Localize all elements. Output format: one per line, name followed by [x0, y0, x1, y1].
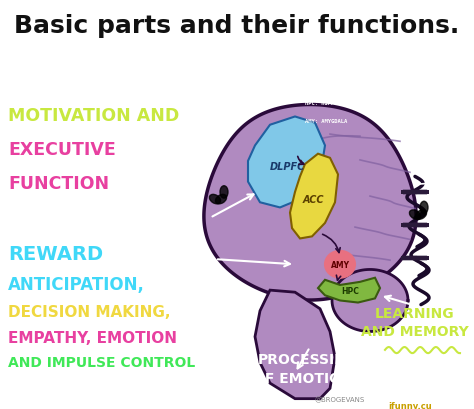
Text: EXECUTIVE: EXECUTIVE	[8, 141, 116, 159]
PathPatch shape	[248, 117, 325, 208]
PathPatch shape	[290, 154, 338, 239]
Ellipse shape	[325, 251, 355, 278]
Text: REWARD: REWARD	[8, 244, 103, 263]
Text: ACC: ACC	[302, 195, 324, 204]
Text: Basic parts and their functions.: Basic parts and their functions.	[14, 14, 460, 38]
Text: LEARNING
AND MEMORY: LEARNING AND MEMORY	[361, 306, 469, 338]
Ellipse shape	[215, 195, 227, 204]
Text: AMY: AMY	[330, 260, 349, 269]
Text: PROCESSING
OF EMOTIONS: PROCESSING OF EMOTIONS	[253, 352, 363, 384]
Text: AND IMPULSE CONTROL: AND IMPULSE CONTROL	[8, 355, 195, 369]
Text: DECISION MAKING,: DECISION MAKING,	[8, 304, 171, 319]
Text: HPC: HPC	[341, 286, 359, 295]
PathPatch shape	[318, 278, 380, 303]
Ellipse shape	[415, 210, 427, 220]
Polygon shape	[332, 270, 408, 332]
Text: AMY: AMYGDALA: AMY: AMYGDALA	[305, 118, 347, 123]
Ellipse shape	[210, 195, 220, 204]
Text: MOTIVATION AND: MOTIVATION AND	[8, 107, 179, 125]
Ellipse shape	[420, 202, 428, 214]
Text: @BROGEVANS: @BROGEVANS	[315, 396, 365, 402]
Text: DLPFC: DORSOLATERAL PREFRONTAL CORTEX: DLPFC: DORSOLATERAL PREFRONTAL CORTEX	[305, 65, 425, 71]
Text: ANTICIPATION,: ANTICIPATION,	[8, 275, 145, 293]
Text: EMPATHY, EMOTION: EMPATHY, EMOTION	[8, 330, 177, 346]
Text: FUNCTION: FUNCTION	[8, 175, 109, 193]
Text: DLPFC: DLPFC	[269, 162, 305, 172]
Text: HPC: HIPPOCAMPUS: HPC: HIPPOCAMPUS	[305, 101, 357, 106]
PathPatch shape	[204, 105, 416, 300]
Text: ACC: ANTERIOR CINGULATE CORTEX: ACC: ANTERIOR CINGULATE CORTEX	[305, 83, 402, 88]
PathPatch shape	[255, 290, 335, 399]
Ellipse shape	[220, 186, 228, 199]
Ellipse shape	[410, 210, 420, 220]
Text: ifunny.cu: ifunny.cu	[388, 401, 432, 409]
